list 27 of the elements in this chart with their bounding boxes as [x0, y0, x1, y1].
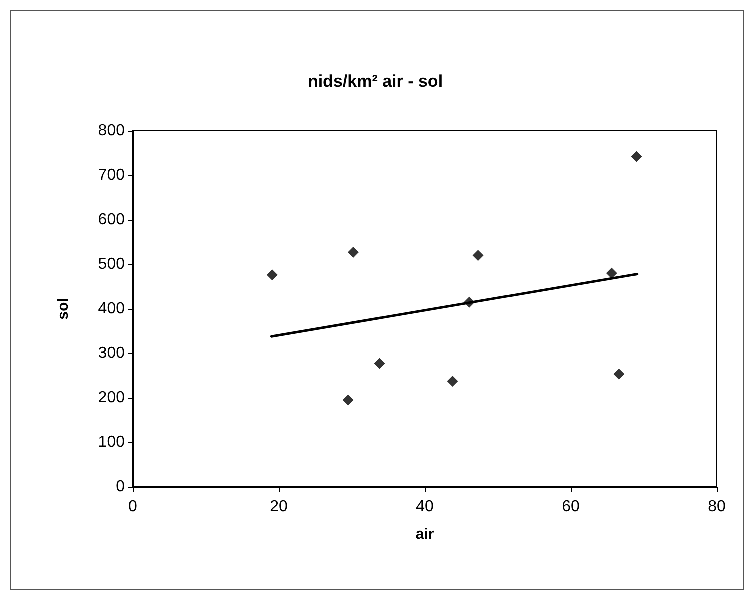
point — [606, 268, 618, 279]
point — [614, 368, 625, 380]
y-tick-label: 700 — [98, 167, 126, 184]
x-tick-label: 80 — [708, 498, 726, 516]
x-axis-title: air — [416, 526, 434, 543]
x-tick-label: 0 — [128, 498, 138, 516]
point — [348, 246, 359, 258]
y-tick-label: 200 — [98, 390, 126, 406]
point — [447, 376, 458, 388]
y-tick-label: 100 — [98, 434, 126, 451]
x-tick-label: 20 — [270, 498, 288, 516]
y-axis-title: sol — [55, 298, 72, 320]
point — [342, 394, 354, 406]
x-tick-label: 60 — [562, 498, 580, 516]
y-tick-label: 300 — [98, 345, 126, 362]
y-tick-label: 500 — [98, 256, 126, 273]
point — [266, 270, 278, 281]
y-tick-label: 800 — [98, 122, 126, 140]
point — [472, 250, 484, 262]
point — [374, 358, 386, 370]
point — [464, 296, 476, 308]
chart-title: nids/km² air - sol — [308, 72, 444, 91]
x-tick-label: 40 — [416, 498, 434, 516]
y-tick-label: 400 — [98, 300, 126, 318]
y-tick-label: 600 — [98, 212, 126, 228]
point — [631, 151, 642, 162]
y-tick-label: 0 — [116, 478, 126, 496]
